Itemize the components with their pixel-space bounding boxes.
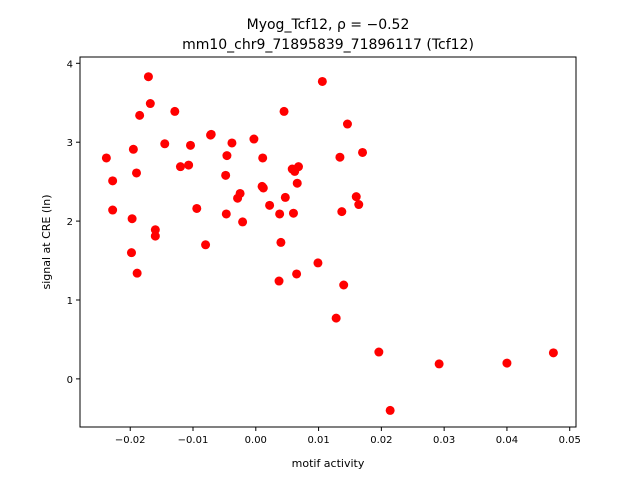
plot-frame bbox=[79, 56, 577, 428]
data-point bbox=[175, 162, 185, 172]
x-axis-ticks: −0.02 −0.01 0.00 0.01 0.02 0.03 0.04 0.05 bbox=[115, 427, 581, 446]
data-point bbox=[128, 144, 138, 154]
data-point bbox=[201, 240, 211, 250]
x-axis-label: motif activity bbox=[292, 457, 365, 470]
data-point bbox=[235, 188, 245, 198]
data-point bbox=[276, 237, 286, 247]
y-tick-label: 0 bbox=[67, 375, 73, 386]
x-tick-label: −0.01 bbox=[178, 435, 209, 446]
data-point bbox=[339, 280, 349, 290]
x-tick-label: 0.04 bbox=[496, 435, 518, 446]
x-tick-label: 0.05 bbox=[559, 435, 581, 446]
data-point bbox=[265, 200, 275, 210]
data-point bbox=[358, 147, 368, 157]
data-point bbox=[258, 153, 268, 163]
data-point bbox=[222, 151, 232, 161]
data-point bbox=[337, 207, 347, 217]
data-point bbox=[293, 162, 303, 172]
data-point bbox=[170, 106, 180, 116]
data-point bbox=[238, 217, 248, 227]
data-point bbox=[331, 313, 341, 323]
data-point bbox=[186, 140, 196, 150]
data-point bbox=[502, 358, 512, 368]
data-point bbox=[108, 176, 118, 186]
data-point bbox=[206, 129, 216, 139]
data-point bbox=[275, 209, 285, 219]
data-point bbox=[374, 347, 384, 357]
data-point bbox=[317, 76, 327, 86]
data-point bbox=[132, 268, 142, 278]
data-point bbox=[342, 119, 352, 129]
data-point bbox=[127, 214, 137, 224]
data-point bbox=[108, 205, 118, 215]
data-point bbox=[279, 106, 289, 116]
data-point bbox=[221, 170, 231, 180]
data-point bbox=[385, 405, 395, 415]
data-point bbox=[132, 168, 142, 178]
data-point bbox=[249, 134, 259, 144]
data-point bbox=[280, 192, 290, 202]
y-tick-label: 4 bbox=[67, 59, 73, 70]
data-point bbox=[351, 192, 361, 202]
data-point bbox=[227, 138, 237, 148]
plot-area bbox=[80, 57, 576, 427]
data-point bbox=[548, 348, 558, 358]
y-axis-label: signal at CRE (ln) bbox=[40, 195, 53, 290]
data-point bbox=[221, 209, 231, 219]
data-point bbox=[313, 258, 323, 268]
y-tick-label: 2 bbox=[67, 217, 73, 228]
x-tick-label: 0.01 bbox=[307, 435, 329, 446]
data-point bbox=[135, 110, 145, 120]
data-point bbox=[354, 200, 364, 210]
data-points bbox=[101, 72, 558, 415]
data-point bbox=[258, 183, 268, 193]
data-point bbox=[288, 208, 298, 218]
y-axis-ticks: 0 1 2 3 4 bbox=[67, 59, 80, 386]
data-point bbox=[274, 276, 284, 286]
data-point bbox=[184, 160, 194, 170]
data-point bbox=[292, 269, 302, 279]
data-point bbox=[192, 203, 202, 213]
data-point bbox=[160, 139, 170, 149]
data-point bbox=[434, 359, 444, 369]
data-point bbox=[335, 152, 345, 162]
data-point bbox=[101, 153, 111, 163]
data-point bbox=[126, 248, 136, 258]
chart-title-line2: mm10_chr9_71895839_71896117 (Tcf12) bbox=[182, 37, 474, 53]
data-point bbox=[150, 225, 160, 235]
y-tick-label: 1 bbox=[67, 296, 73, 307]
x-tick-label: 0.02 bbox=[370, 435, 392, 446]
data-point bbox=[145, 99, 155, 109]
data-point bbox=[150, 231, 160, 241]
x-tick-label: 0.03 bbox=[433, 435, 455, 446]
y-tick-label: 3 bbox=[67, 138, 73, 149]
x-tick-label: 0.00 bbox=[245, 435, 267, 446]
data-point bbox=[292, 178, 302, 188]
x-tick-label: −0.02 bbox=[115, 435, 146, 446]
chart-title-line1: Myog_Tcf12, ρ = −0.52 bbox=[247, 17, 410, 33]
data-point bbox=[143, 72, 153, 82]
